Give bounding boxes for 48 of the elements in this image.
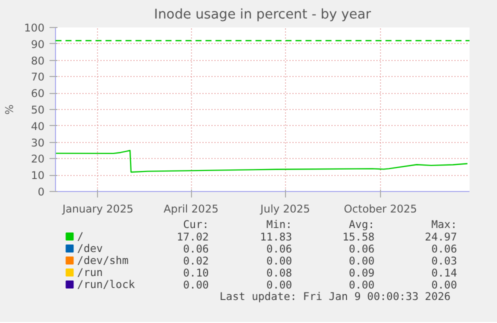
text: 0.10 xyxy=(183,266,209,280)
chart-title: Inode usage in percent - by year xyxy=(154,8,372,22)
text: 17.02 xyxy=(176,230,209,244)
x-tick-label: April 2025 xyxy=(164,202,219,216)
x-tick-label: January 2025 xyxy=(61,202,134,216)
y-tick-label: 80 xyxy=(30,54,45,68)
text: Avg: xyxy=(348,218,375,231)
text: Cur: xyxy=(183,218,209,231)
text: 0.00 xyxy=(348,254,375,268)
y-tick-label: 40 xyxy=(30,120,45,133)
y-tick-label: 100 xyxy=(24,22,45,34)
text: 0.06 xyxy=(431,242,458,256)
y-axis-title: % xyxy=(3,104,16,115)
text: Last update: Fri Jan 9 00:00:33 2026 xyxy=(220,290,451,303)
legend-label: / xyxy=(77,230,84,243)
legend-label: /dev/shm xyxy=(77,254,128,267)
text: 0.00 xyxy=(348,278,375,292)
legend-label: /run xyxy=(77,266,103,279)
text: 0.06 xyxy=(348,242,375,256)
legend-label: /run/lock xyxy=(77,278,136,291)
text: 0.00 xyxy=(431,278,458,292)
y-tick-label: 30 xyxy=(30,136,45,150)
text: 0.00 xyxy=(183,278,209,292)
text: 24.97 xyxy=(424,230,458,244)
text: 11.83 xyxy=(260,230,292,244)
text: 0.06 xyxy=(266,242,292,256)
y-tick-label: 0 xyxy=(38,186,45,198)
text: 15.58 xyxy=(342,230,375,244)
text: 0.02 xyxy=(183,254,209,268)
text: 0.14 xyxy=(431,266,458,280)
y-tick-label: 50 xyxy=(30,104,45,116)
legend-label: /dev xyxy=(77,242,103,255)
text: 0.06 xyxy=(183,242,209,256)
text: Min: xyxy=(266,218,292,231)
text: Max: xyxy=(431,218,458,231)
y-tick-label: 20 xyxy=(30,152,45,166)
text: 0.00 xyxy=(266,278,292,292)
x-tick-label: July 2025 xyxy=(259,202,310,216)
line-series xyxy=(56,150,468,173)
y-tick-label: 70 xyxy=(30,70,45,84)
x-tick-label: October 2025 xyxy=(344,202,418,216)
text: 0.09 xyxy=(348,266,375,280)
text: 0.00 xyxy=(266,254,292,268)
y-tick-label: 90 xyxy=(30,38,45,51)
text: 0.08 xyxy=(266,266,292,280)
y-tick-label: 60 xyxy=(30,87,45,100)
y-tick-label: 10 xyxy=(30,169,45,182)
text: 0.03 xyxy=(431,254,458,268)
